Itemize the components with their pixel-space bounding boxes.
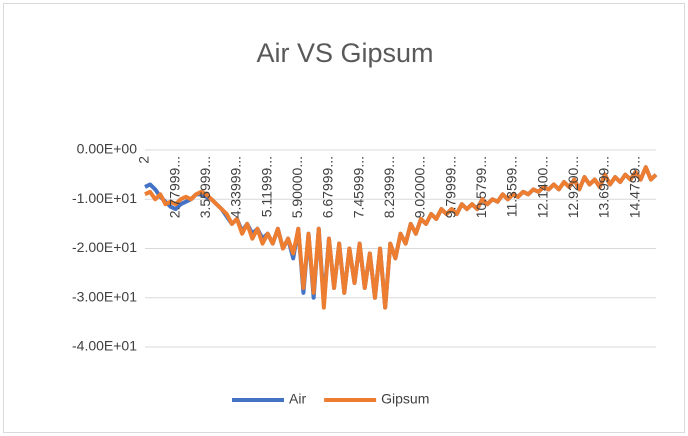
- y-tick-label: -2.00E+01: [72, 239, 137, 255]
- x-tick-label: 14.4799...: [626, 156, 642, 218]
- x-tick-label: 6.67999...: [320, 156, 336, 218]
- x-tick-label: 12.1400...: [534, 156, 550, 218]
- x-tick-label: 3.55999...: [197, 156, 213, 218]
- y-tick-label: -4.00E+01: [72, 338, 137, 354]
- x-tick-label: 12.9200...: [565, 156, 581, 218]
- x-tick-label: 7.45999...: [350, 156, 366, 218]
- x-tick-label: 13.6999...: [596, 156, 612, 218]
- x-tick-label: 9.79999...: [442, 156, 458, 218]
- x-tick-label: 2.77999...: [166, 156, 182, 218]
- y-tick-label: -1.00E+01: [72, 190, 137, 206]
- x-tick-label: 4.33999...: [228, 156, 244, 218]
- x-tick-label: 10.5799...: [473, 156, 489, 218]
- y-tick-label: 0.00E+00: [77, 141, 138, 157]
- x-tick-label: 8.23999...: [381, 156, 397, 218]
- legend-label: Gipsum: [381, 391, 429, 407]
- x-tick-label: 5.11999...: [258, 156, 274, 217]
- x-tick-label: 2: [136, 156, 152, 164]
- chart-title: Air VS Gipsum: [256, 38, 433, 68]
- x-tick-label: 11.3599...: [504, 156, 520, 217]
- series-line: [144, 165, 658, 310]
- y-tick-label: -3.00E+01: [72, 288, 137, 304]
- x-tick-label: 5.90000...: [289, 156, 305, 218]
- chart-border: [3, 3, 685, 433]
- legend-label: Air: [289, 391, 306, 407]
- x-tick-label: 9.02000...: [412, 156, 428, 218]
